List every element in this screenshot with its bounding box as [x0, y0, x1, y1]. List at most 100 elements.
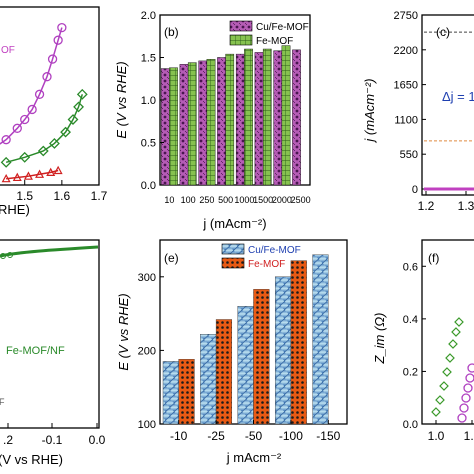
- panel-a-point: [57, 22, 67, 33]
- panel-e-x-tick-label: -100: [279, 429, 303, 443]
- panel-a-x-tick-label: 1.6: [54, 189, 71, 203]
- panel-a-point: [1, 173, 11, 183]
- panel-b-x-tick-label: 10: [164, 195, 174, 205]
- panel-f-y-ticks: 0.0 0.2 0.4 0.6: [403, 261, 426, 431]
- panel-c-y-tick-label: 1650: [394, 80, 418, 92]
- panel-d-marker: [0, 253, 6, 259]
- panel-a-point: [76, 88, 88, 100]
- panel-a-legend-fragment: OF: [1, 45, 15, 56]
- panel-c-x-tick-label: 1.3: [458, 199, 474, 213]
- panel-e-legend: Cu/Fe-MOF Fe-MOF: [221, 243, 301, 270]
- panel-f-point: [467, 363, 474, 373]
- legend-label-fe-mof: Fe-MOF: [256, 36, 293, 47]
- panel-f-frame: [421, 239, 474, 425]
- panel-a-point: [12, 123, 22, 133]
- panel-a-point: [12, 172, 22, 182]
- panel-b-legend: Cu/Fe-MOF Fe-MOF: [229, 20, 309, 47]
- panel-e-bars: [162, 254, 329, 425]
- panel-e-bar: [290, 260, 307, 425]
- panel-c-x-ticks: 1.2 1.3: [418, 191, 474, 213]
- panel-d-x-tick-label: 0.0: [89, 433, 106, 447]
- panel-f-point: [463, 383, 473, 393]
- panel-a-point: [67, 114, 79, 125]
- panel-b-bar: [244, 48, 253, 186]
- panel-f-y-tick-label: 0.6: [403, 261, 418, 273]
- panel-a-point: [0, 156, 12, 168]
- panel-f-point: [451, 327, 461, 337]
- panel-f-point: [431, 407, 441, 417]
- panel-c-y-label: j (mAcm⁻²): [362, 78, 377, 143]
- panel-c-y-tick-label: 550: [400, 149, 418, 161]
- panel-a: OF 1.5 1.6 1.7 RHE): [0, 6, 108, 217]
- panel-a-x-label: RHE): [0, 202, 30, 217]
- panel-d-frame: [0, 239, 100, 429]
- panel-a-line-0: [0, 27, 63, 145]
- panel-a-point: [42, 72, 52, 82]
- panel-c: (c) 0 550 1100 1650 2200 2750 1.2 1.3 j (mAcm⁻…: [362, 10, 474, 213]
- panel-f-point: [435, 395, 445, 405]
- panel-c-annotation: Δj = 1: [442, 89, 474, 104]
- panel-b-y-tick-label: 1.5: [141, 53, 156, 65]
- panel-b-bar: [206, 59, 216, 186]
- panel-e: (e) 100 200 300 -10 -25 -50 -100 -150 E (V vs …: [116, 239, 348, 465]
- panel-f-point: [445, 353, 455, 363]
- panel-b-x-tick-label: 1000: [234, 195, 254, 205]
- panel-a-x-tick-label: 1.5: [16, 189, 33, 203]
- panel-b-y-label: E (V vs RHE): [114, 61, 129, 138]
- legend-swatch-fe-mof-e: [221, 257, 245, 269]
- panel-e-y-tick-label: 200: [138, 345, 156, 357]
- panel-d-x-label: (V vs RHE): [0, 452, 63, 467]
- panel-f-point: [461, 393, 471, 403]
- panel-f-x-tick-label: 1.0: [428, 429, 445, 443]
- panel-b-bars: [160, 45, 301, 186]
- panel-a-point: [35, 169, 45, 178]
- legend-swatch-cu-fe-mof-e: [221, 243, 245, 255]
- panel-e-y-label: E (V vs RHE): [116, 293, 131, 370]
- panel-a-point: [37, 145, 49, 157]
- panel-f-y-label: Z_im (Ω): [372, 312, 387, 364]
- panel-e-x-tick-label: -150: [316, 429, 340, 443]
- panel-d-series-label: Fe-MOF/NF: [6, 345, 65, 357]
- panel-a-point: [27, 104, 37, 115]
- legend-swatch-fe-mof: [229, 34, 253, 46]
- panel-a-x-ticks: 1.5 1.6 1.7: [16, 180, 108, 203]
- panel-b-bar: [262, 48, 272, 186]
- panel-e-bar: [312, 254, 329, 425]
- panel-b-x-label: j (mAcm⁻²): [202, 216, 266, 231]
- panel-b-x-tick-label: 1500: [253, 195, 273, 205]
- panel-b-x-tick-label: 2500: [291, 195, 311, 205]
- panel-a-point: [60, 126, 71, 138]
- panel-e-x-tick-label: -50: [245, 429, 263, 443]
- panel-b-bar: [254, 52, 264, 186]
- panel-b-y-tick-label: 0.0: [141, 180, 156, 192]
- panel-b-bar: [292, 49, 301, 186]
- panel-e-bar: [162, 361, 179, 425]
- panel-f-x-ticks: 1.0 1.1: [428, 420, 474, 443]
- panel-f-y-tick-label: 0.2: [403, 366, 418, 378]
- panel-f-points: [431, 317, 474, 423]
- panel-f-label: (f): [428, 251, 439, 265]
- panel-d: Fe-MOF/NF F .2 -0.1 0.0 (V vs RHE): [0, 239, 106, 467]
- panel-d-marker: [7, 252, 13, 258]
- legend-label-cu-fe-mof-e: Cu/Fe-MOF: [248, 245, 301, 256]
- panel-f-point: [457, 413, 467, 423]
- panel-f-point: [454, 317, 464, 327]
- panel-e-label: (e): [164, 251, 179, 265]
- panel-f-point: [442, 367, 452, 377]
- panel-b-y-tick-label: 0.5: [141, 138, 156, 150]
- panel-b-label: (b): [164, 25, 179, 39]
- panel-a-point: [34, 89, 45, 99]
- panel-e-y-ticks: 100 200 300: [138, 272, 164, 431]
- panel-b-y-ticks: 0.0 0.5 1.0 1.5 2.0: [141, 10, 164, 192]
- panel-e-bar: [253, 289, 270, 425]
- panel-a-point: [73, 101, 84, 113]
- panel-a-point: [23, 171, 33, 180]
- panel-a-point: [53, 35, 63, 45]
- panel-e-x-ticks: -10 -25 -50 -100 -150: [170, 420, 341, 443]
- panel-d-x-tick-label: .2: [3, 433, 13, 447]
- panel-a-point: [47, 54, 58, 64]
- panel-f-x-tick-label: 1.1: [464, 429, 474, 443]
- panel-b-bar: [198, 60, 208, 186]
- panel-b-y-tick-label: 2.0: [141, 10, 156, 22]
